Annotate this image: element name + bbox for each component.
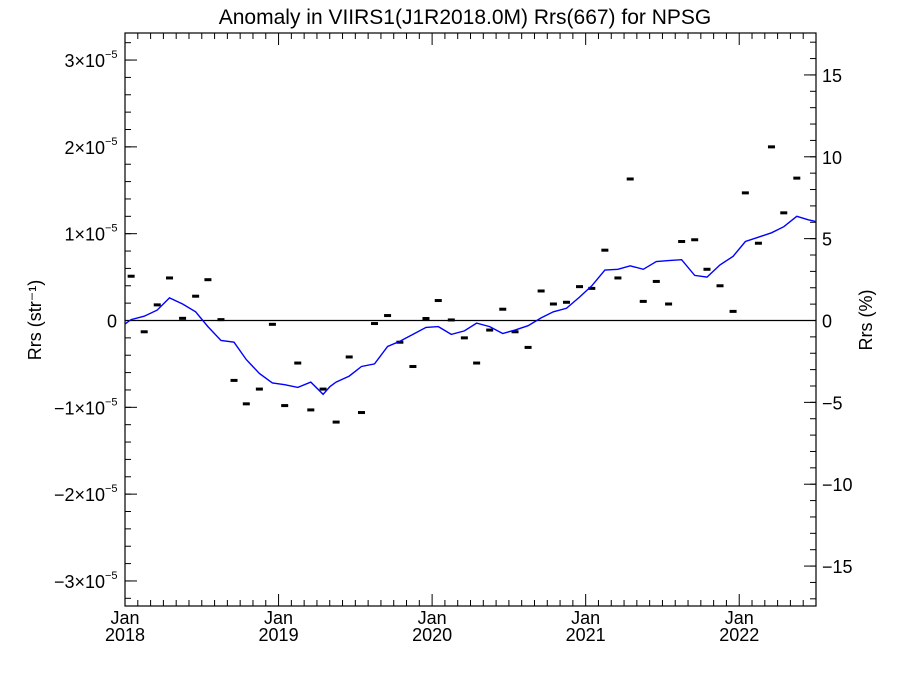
left-tick-label: −2×10 — [54, 485, 105, 505]
x-tick-label-month: Jan — [418, 608, 447, 628]
y-axis-title-right: Rrs (%) — [856, 290, 876, 351]
data-point — [166, 276, 174, 280]
data-point — [614, 276, 622, 280]
data-point — [511, 330, 519, 334]
data-point — [127, 274, 135, 278]
data-point — [307, 408, 315, 412]
left-tick-exponent: −5 — [105, 223, 118, 235]
data-point — [447, 318, 455, 322]
left-tick-exponent: −5 — [105, 570, 118, 582]
data-point — [268, 322, 276, 326]
plot-frame — [124, 32, 817, 607]
x-tick-label-month: Jan — [110, 608, 139, 628]
data-point — [639, 299, 647, 303]
data-point — [319, 387, 327, 391]
data-point — [691, 238, 699, 242]
data-point — [703, 267, 711, 271]
right-axis: 15 10 5 0 −5 −10 −15 — [804, 41, 853, 600]
left-tick-exponent: −5 — [105, 396, 118, 408]
data-point — [665, 302, 673, 306]
series-layer — [124, 145, 817, 424]
x-tick-label-month: Jan — [571, 608, 600, 628]
data-point — [678, 239, 686, 243]
left-tick-label: −3×10 — [54, 572, 105, 592]
left-tick-label: 3×10 — [64, 51, 105, 71]
data-point — [140, 330, 148, 334]
x-tick-label-month: Jan — [264, 608, 293, 628]
data-point — [524, 345, 532, 349]
data-point — [153, 303, 161, 307]
y-axis-title-left: Rrs (str⁻¹) — [25, 280, 45, 360]
data-point — [396, 340, 404, 344]
data-point — [357, 411, 365, 415]
left-tick-exponent: −5 — [105, 49, 118, 61]
data-point — [409, 365, 417, 369]
data-point — [294, 361, 302, 365]
right-tick-label: 5 — [822, 230, 832, 250]
left-tick-label: 1×10 — [64, 225, 105, 245]
data-point — [242, 402, 250, 406]
right-tick-label: 0 — [822, 312, 832, 332]
data-point — [230, 378, 238, 382]
left-tick-exponent: −5 — [105, 483, 118, 495]
right-tick-label: −15 — [822, 557, 853, 577]
x-tick-label-year: 2019 — [259, 625, 299, 645]
x-tick-label-year: 2022 — [719, 625, 759, 645]
data-point — [729, 309, 737, 313]
data-point — [384, 314, 392, 318]
data-point — [562, 300, 570, 304]
data-point — [626, 177, 634, 181]
data-point — [499, 307, 507, 311]
data-point — [217, 318, 225, 322]
data-point — [434, 299, 442, 303]
data-point — [473, 361, 481, 365]
data-point — [460, 336, 468, 340]
data-point — [179, 316, 187, 320]
data-point — [780, 211, 788, 215]
data-point — [741, 191, 749, 195]
left-tick-label: 0 — [107, 312, 117, 332]
data-point — [422, 317, 430, 321]
running-mean-line — [124, 215, 817, 396]
left-tick-label: −1×10 — [54, 398, 105, 418]
right-tick-label: 10 — [822, 148, 842, 168]
data-point — [576, 285, 584, 289]
data-point — [537, 289, 545, 293]
data-point — [371, 322, 379, 326]
data-point — [793, 176, 801, 180]
data-point — [549, 302, 557, 306]
left-tick-label: 2×10 — [64, 138, 105, 158]
data-point — [281, 404, 289, 408]
right-tick-label: −10 — [822, 475, 853, 495]
data-point — [486, 328, 494, 332]
data-point — [754, 241, 762, 245]
right-tick-label: −5 — [822, 393, 843, 413]
data-point — [588, 286, 596, 290]
x-tick-label-month: Jan — [725, 608, 754, 628]
chart-title: Anomaly in VIIRS1(J1R2018.0M) Rrs(667) f… — [219, 6, 712, 29]
data-point — [716, 284, 724, 288]
x-tick-label-year: 2020 — [412, 625, 452, 645]
plot-border — [124, 32, 817, 607]
data-point — [332, 420, 340, 424]
data-point — [652, 279, 660, 283]
right-tick-label: 15 — [822, 66, 842, 86]
data-point — [255, 387, 263, 391]
data-point — [345, 355, 353, 359]
data-point — [204, 278, 212, 282]
data-point — [601, 248, 609, 252]
left-tick-exponent: −5 — [105, 136, 118, 148]
x-tick-label-year: 2021 — [566, 625, 606, 645]
left-axis: 3×10 −52×10 −51×10 −50−1×10 −5−2×10 −5−3×10 −5 — [54, 42, 137, 599]
x-tick-label-year: 2018 — [105, 625, 145, 645]
data-point — [192, 294, 200, 298]
data-point — [767, 145, 775, 149]
